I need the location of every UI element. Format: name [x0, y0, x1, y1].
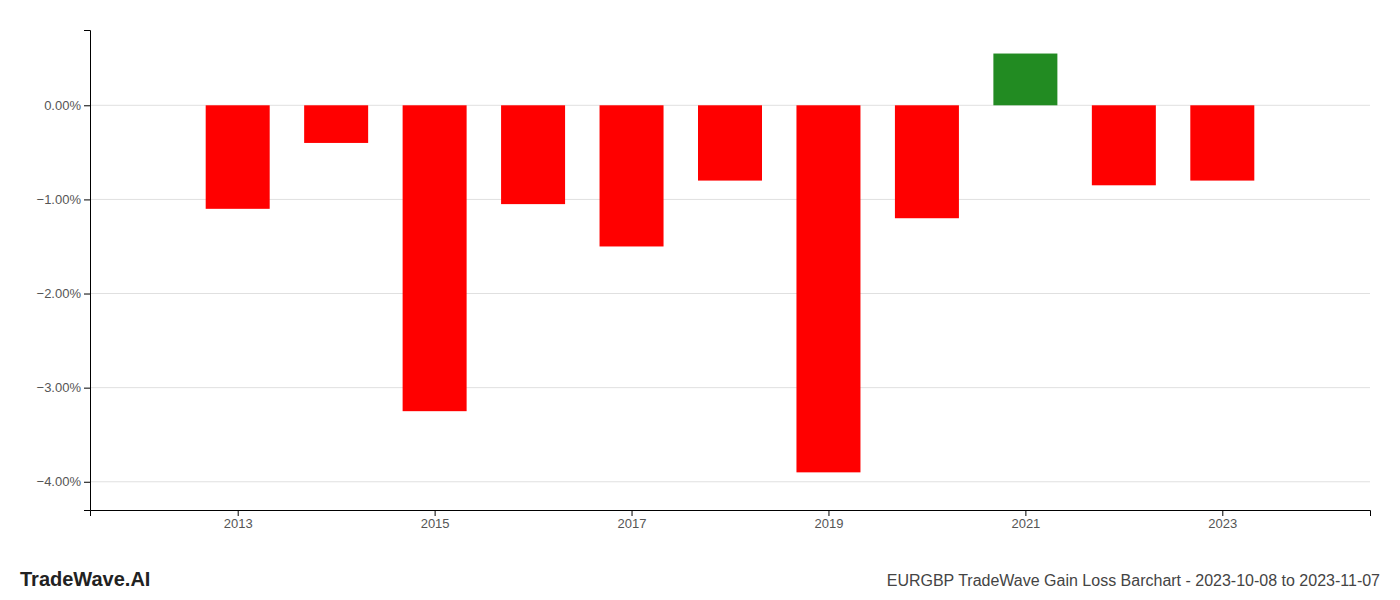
x-tick-mark — [828, 510, 829, 516]
bar — [501, 105, 565, 204]
bar — [895, 105, 959, 218]
x-axis: 2013 2015 2017 2019 2021 2023 — [91, 510, 1371, 531]
x-tick: 2019 — [815, 510, 844, 531]
chart: 2013 2015 2017 2019 2021 2023 0.00% −1.00% −2.00… — [0, 0, 1400, 600]
plot-area: 2013 2015 2017 2019 2021 2023 0.00% −1.00% −2.00… — [37, 31, 1371, 532]
title: EURGBP TradeWave Gain Loss Barchart - 20… — [887, 572, 1380, 589]
x-tick-label: 2017 — [618, 516, 647, 531]
grid-line — [90, 199, 1370, 200]
x-tick: 2017 — [618, 510, 647, 531]
y-tick-mark — [84, 199, 90, 200]
y-tick: −4.00% — [37, 474, 90, 489]
y-tick-mark — [84, 388, 90, 389]
x-tick-mark — [632, 510, 633, 516]
bar — [600, 105, 664, 246]
x-tick-label: 2015 — [421, 516, 450, 531]
bar — [993, 54, 1057, 106]
y-tick-label: −3.00% — [37, 380, 82, 395]
x-tick-mark — [435, 510, 436, 516]
y-tick-mark — [84, 482, 90, 483]
y-tick: −1.00% — [37, 192, 90, 207]
y-tick: 0.00% — [44, 98, 90, 113]
y-tick-label: −2.00% — [37, 286, 82, 301]
y-tick: −3.00% — [37, 380, 90, 395]
grid-line — [90, 293, 1370, 294]
grid — [90, 105, 1370, 481]
x-axis-line — [91, 511, 1371, 517]
x-tick-label: 2023 — [1208, 516, 1237, 531]
y-tick-mark — [84, 105, 90, 106]
y-axis-line — [84, 31, 91, 511]
grid-line — [90, 481, 1370, 482]
bar — [698, 105, 762, 180]
watermark: TradeWave.AI — [20, 568, 150, 590]
x-tick-label: 2019 — [815, 516, 844, 531]
x-tick-mark — [1025, 510, 1026, 516]
y-tick-label: −1.00% — [37, 192, 82, 207]
x-tick: 2021 — [1011, 510, 1040, 531]
grid-line — [90, 387, 1370, 388]
y-tick: −2.00% — [37, 286, 90, 301]
y-axis: 0.00% −1.00% −2.00% −3.00% −4.00% — [37, 31, 91, 511]
bar — [206, 105, 270, 209]
x-tick-mark — [238, 510, 239, 516]
x-tick: 2013 — [224, 510, 253, 531]
x-tick-label: 2021 — [1011, 516, 1040, 531]
bar — [1190, 105, 1254, 180]
x-tick-mark — [1222, 510, 1223, 516]
bar — [304, 105, 368, 143]
x-tick: 2023 — [1208, 510, 1237, 531]
x-tick: 2015 — [421, 510, 450, 531]
y-tick-label: 0.00% — [44, 98, 81, 113]
y-tick-label: −4.00% — [37, 474, 82, 489]
bar — [403, 105, 467, 411]
y-tick-mark — [84, 294, 90, 295]
bars — [206, 54, 1255, 473]
x-tick-label: 2013 — [224, 516, 253, 531]
bar — [1092, 105, 1156, 185]
bar — [796, 105, 860, 472]
